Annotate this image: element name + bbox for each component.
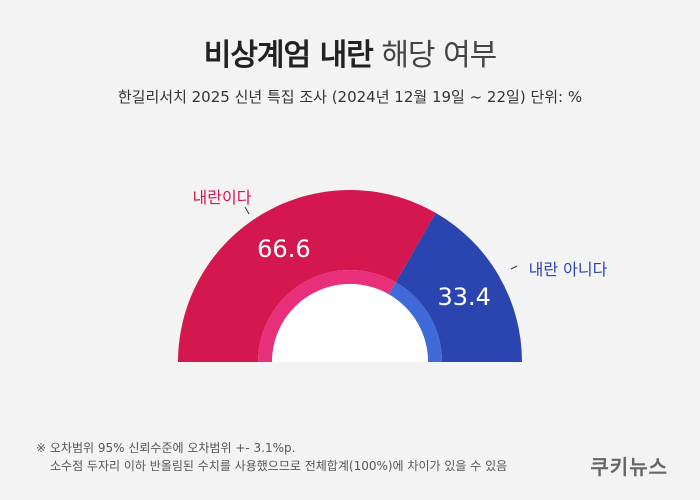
donut-hole — [272, 284, 428, 362]
category-label-2: 내란 아니다 — [529, 260, 608, 279]
data-label-2: 33.4 — [438, 283, 491, 311]
chart-title: 비상계엄 내란 해당 여부 — [0, 30, 700, 74]
slice-1-inner-ring — [258, 270, 396, 362]
title-main: 비상계엄 내란 — [203, 38, 374, 73]
leader-line-1 — [244, 206, 250, 215]
leader-line-2 — [510, 265, 518, 270]
slice-1 — [178, 190, 436, 362]
data-label-1: 66.6 — [257, 235, 310, 263]
chart-subtitle: 한길리서치 2025 신년 특집 조사 (2024년 12월 19일 ~ 22일… — [117, 88, 583, 106]
title-sub: 해당 여부 — [381, 38, 497, 73]
slice-2 — [395, 212, 522, 362]
footnote-line-2: 소수점 두자리 이하 반올림된 수치를 사용했으므로 전체합계(100%)에 차… — [50, 459, 508, 473]
category-label-1: 내란이다 — [193, 188, 252, 207]
slice-2-inner-ring — [388, 282, 442, 362]
brand-logo: 쿠키뉴스 — [590, 455, 668, 479]
footnote: ※ 오차범위 95% 신뢰수준에 오차범위 +- 3.1%p. 소수점 두자리 … — [36, 439, 507, 475]
footnote-line-1: ※ 오차범위 95% 신뢰수준에 오차범위 +- 3.1%p. — [36, 441, 296, 455]
